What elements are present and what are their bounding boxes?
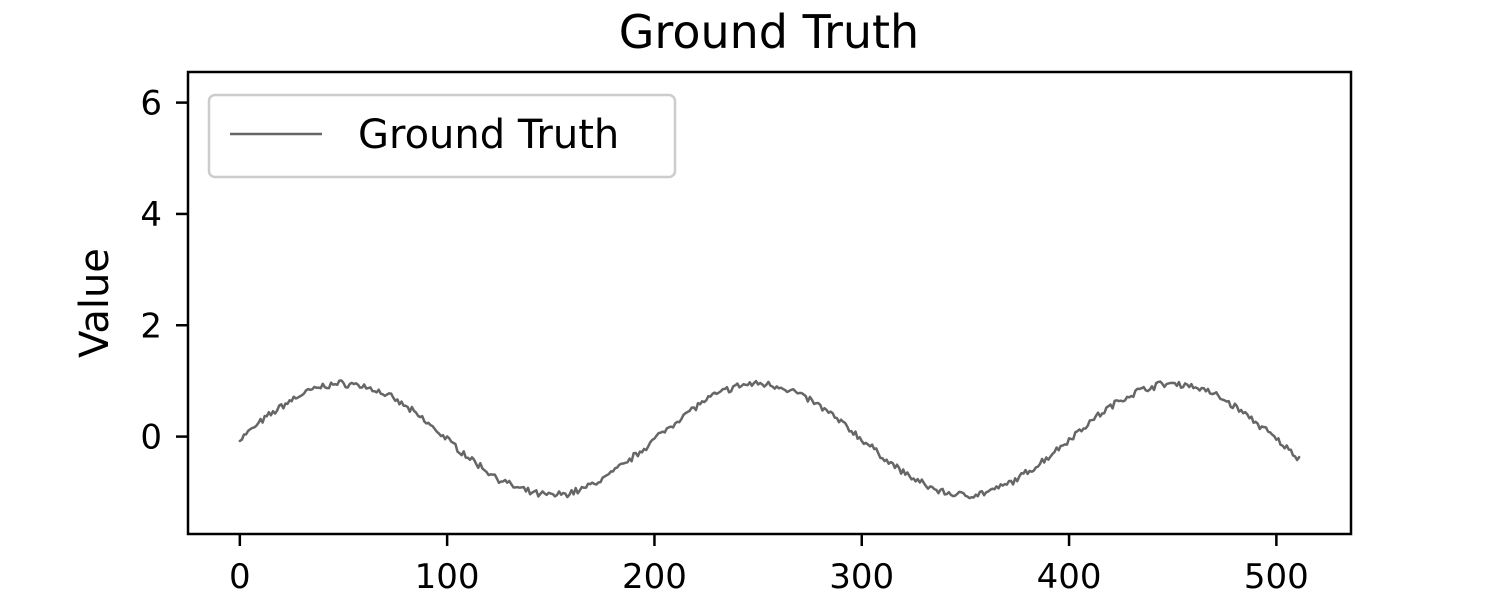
x-tick-label: 500: [1244, 557, 1309, 597]
legend: Ground Truth: [207, 93, 677, 179]
chart-title: Ground Truth: [619, 5, 919, 59]
y-axis-ticks: 0 2 4 6: [140, 84, 188, 458]
y-tick-label: 2: [140, 306, 162, 346]
plot-frame: [186, 70, 1353, 536]
y-tick-label: 6: [140, 84, 162, 124]
x-tick-label: 400: [1037, 557, 1102, 597]
y-tick-label: 4: [140, 195, 162, 235]
x-tick-label: 200: [622, 557, 687, 597]
legend-label: Ground Truth: [358, 112, 619, 158]
legend-box: [207, 93, 677, 179]
x-tick-label: 100: [415, 557, 480, 597]
y-tick-label: 0: [140, 418, 162, 458]
x-tick-label: 300: [829, 557, 894, 597]
series-line-ground-truth: [238, 379, 1301, 500]
y-axis-label: Value: [72, 248, 118, 358]
x-axis-ticks: 0 100 200 300 400 500: [229, 534, 1309, 597]
x-tick-label: 0: [229, 557, 251, 597]
